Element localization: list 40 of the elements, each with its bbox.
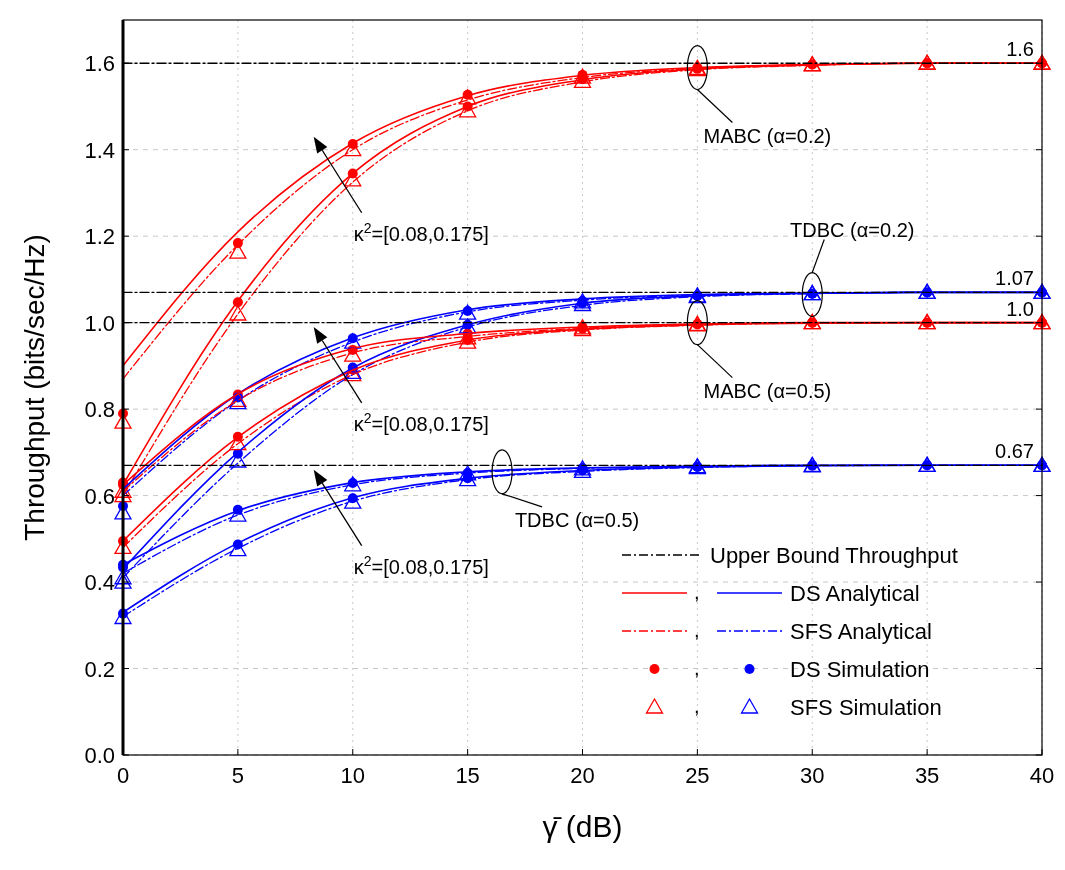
annotation: TDBC (α=0.2) bbox=[790, 218, 915, 241]
annotation: MABC (α=0.5) bbox=[703, 379, 832, 402]
annotation: , bbox=[694, 657, 700, 679]
annotation: , bbox=[694, 581, 700, 603]
x-tick-label: 35 bbox=[914, 763, 940, 788]
x-tick-label: 0 bbox=[116, 763, 130, 788]
annotation: 0.67 bbox=[995, 440, 1034, 463]
x-tick-label: 15 bbox=[455, 763, 480, 788]
legend-label: SFS Simulation bbox=[790, 695, 942, 720]
y-tick-label: 0.2 bbox=[84, 656, 115, 682]
annotation: κ$^{2}$=[0.08,0.175] bbox=[353, 219, 489, 245]
x-tick-label: 40 bbox=[1029, 763, 1055, 788]
x-tick-label: 30 bbox=[800, 763, 825, 788]
x-axis-title: γ̄ (dB) bbox=[542, 810, 623, 843]
x-tick-label: 25 bbox=[685, 763, 710, 788]
annotation: , bbox=[694, 695, 700, 717]
y-tick-label: 0.4 bbox=[84, 570, 115, 596]
y-axis-title: Throughput (bits/sec/Hz) bbox=[19, 234, 50, 541]
legend-label: DS Simulation bbox=[790, 657, 930, 682]
legend-label: SFS Analytical bbox=[790, 619, 932, 644]
annotation: 1.0 bbox=[1006, 297, 1034, 320]
annotation: TDBC (α=0.5) bbox=[514, 508, 640, 531]
x-tick-label: 20 bbox=[570, 763, 595, 788]
annotation: κ$^{2}$=[0.08,0.175] bbox=[353, 552, 489, 578]
y-tick-label: 1.6 bbox=[84, 51, 115, 77]
legend-label: DS Analytical bbox=[790, 581, 920, 606]
y-tick-label: 0.6 bbox=[84, 483, 115, 509]
x-tick-label: 10 bbox=[340, 763, 365, 788]
y-tick-label: 1.2 bbox=[84, 224, 115, 250]
x-tick-label: 5 bbox=[231, 763, 244, 788]
annotation: κ$^{2}$=[0.08,0.175] bbox=[353, 409, 489, 435]
annotation: , bbox=[694, 619, 700, 641]
legend-label: Upper Bound Throughput bbox=[710, 543, 958, 568]
annotation: 1.07 bbox=[995, 267, 1034, 290]
annotation: MABC (α=0.2) bbox=[703, 124, 832, 147]
annotation: 1.6 bbox=[1006, 38, 1034, 61]
y-tick-label: 0.0 bbox=[84, 743, 115, 768]
y-tick-label: 0.8 bbox=[84, 397, 115, 423]
y-tick-label: 1.0 bbox=[84, 310, 115, 336]
y-tick-label: 1.4 bbox=[84, 137, 115, 163]
